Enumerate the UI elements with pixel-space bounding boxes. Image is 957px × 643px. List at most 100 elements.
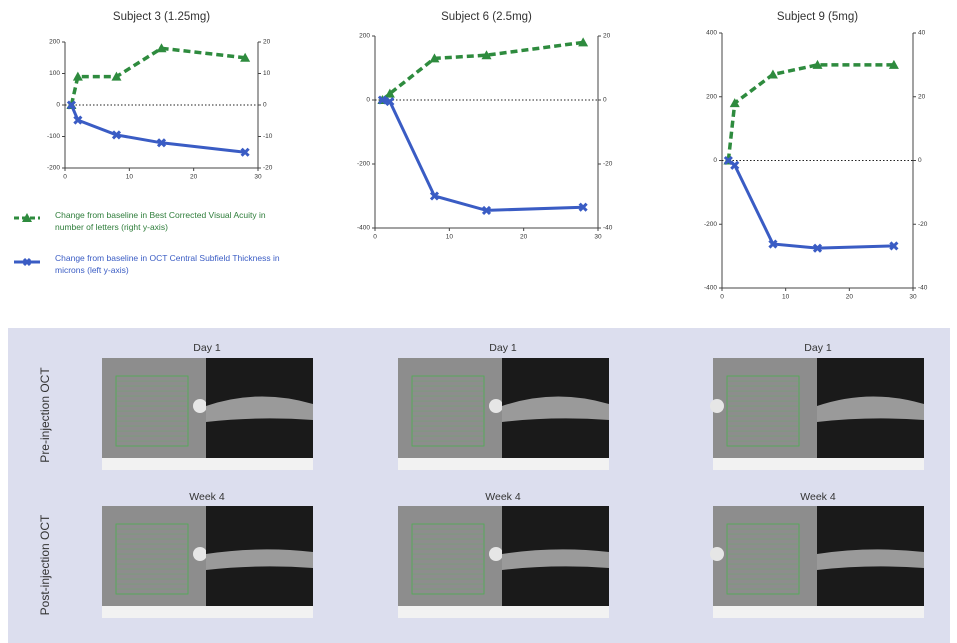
fundus-image <box>398 506 502 618</box>
y-tick-label: 100 <box>49 70 60 77</box>
data-point <box>812 59 823 69</box>
data-point <box>111 130 122 140</box>
data-point <box>156 138 167 148</box>
image-footer <box>102 606 313 618</box>
data-point <box>72 71 83 81</box>
retina-layer <box>502 396 609 422</box>
data-point <box>729 98 740 108</box>
y2-tick-label: -40 <box>918 285 928 292</box>
x-tick-label: 0 <box>720 294 724 301</box>
chart-title: Subject 9 (5mg) <box>777 11 858 23</box>
data-point <box>385 97 395 107</box>
y2-tick-label: 40 <box>918 30 926 37</box>
data-point <box>578 202 588 212</box>
y-tick-label: -200 <box>47 165 60 172</box>
data-point <box>240 147 250 157</box>
series-line <box>381 40 584 102</box>
y2-tick-label: 0 <box>918 157 922 164</box>
y-tick-label: 200 <box>706 93 717 100</box>
data-point <box>66 100 76 110</box>
image-caption: Week 4 <box>189 491 225 503</box>
optic-disc <box>710 547 724 561</box>
chart-title: Subject 6 (2.5mg) <box>441 11 532 23</box>
legend-label: Change from baseline in Best Corrected V… <box>55 210 266 232</box>
x-tick-label: 10 <box>446 234 454 241</box>
image-footer <box>398 606 609 618</box>
x-tick-label: 30 <box>594 234 602 241</box>
retina-layer <box>502 549 609 570</box>
y-tick-label: 0 <box>713 157 717 164</box>
legend-marker <box>22 213 32 222</box>
retina-layer <box>817 396 924 422</box>
image-caption: Day 1 <box>193 342 221 354</box>
series-line <box>69 46 246 106</box>
fundus-image <box>713 358 817 470</box>
image-footer <box>102 458 313 470</box>
legend-label: Change from baseline in OCT Central Subf… <box>55 253 280 275</box>
data-point <box>429 53 440 63</box>
data-point <box>730 160 740 170</box>
image-footer <box>713 458 924 470</box>
retina-layer <box>206 549 313 570</box>
data-point <box>767 69 778 79</box>
data-point <box>812 243 823 253</box>
row-label: Pre-injection OCT <box>38 367 52 463</box>
image-caption: Week 4 <box>800 491 836 503</box>
fundus-image <box>102 506 206 618</box>
x-tick-label: 30 <box>909 294 917 301</box>
fundus-image <box>398 358 502 470</box>
data-point <box>481 205 492 215</box>
optic-disc <box>193 547 207 561</box>
y2-tick-label: 20 <box>603 33 611 40</box>
data-point <box>73 115 83 125</box>
data-point <box>240 52 251 62</box>
y-tick-label: -400 <box>357 225 370 232</box>
x-tick-label: 0 <box>373 234 377 241</box>
y-tick-label: 200 <box>49 39 60 46</box>
optic-disc <box>710 399 724 413</box>
series-line <box>382 98 584 212</box>
image-footer <box>398 458 609 470</box>
chart-title: Subject 3 (1.25mg) <box>113 11 210 23</box>
retina-layer <box>206 396 313 422</box>
y2-tick-label: 20 <box>263 39 271 46</box>
x-tick-label: 20 <box>190 174 198 181</box>
series-line <box>726 63 894 161</box>
y-tick-label: 400 <box>706 30 717 37</box>
data-point <box>111 71 122 81</box>
x-tick-label: 20 <box>520 234 528 241</box>
data-point <box>429 191 440 201</box>
series-line <box>727 159 894 250</box>
data-point <box>156 43 167 53</box>
data-point <box>889 241 899 251</box>
y-tick-label: 200 <box>359 33 370 40</box>
y2-tick-label: -40 <box>603 225 613 232</box>
y2-tick-label: -20 <box>263 165 273 172</box>
y-tick-label: 0 <box>366 97 370 104</box>
y-tick-label: 0 <box>56 102 60 109</box>
optic-disc <box>193 399 207 413</box>
data-point <box>481 50 492 60</box>
x-tick-label: 20 <box>846 294 854 301</box>
x-tick-label: 10 <box>126 174 134 181</box>
row-label: Post-injection OCT <box>38 514 52 616</box>
image-caption: Week 4 <box>485 491 521 503</box>
data-point <box>384 88 395 98</box>
x-tick-label: 0 <box>63 174 67 181</box>
legend-marker <box>22 257 32 267</box>
y2-tick-label: 10 <box>263 70 271 77</box>
fundus-image <box>713 506 817 618</box>
fundus-image <box>102 358 206 470</box>
y2-tick-label: 0 <box>603 97 607 104</box>
data-point <box>888 59 899 69</box>
data-point <box>377 95 387 105</box>
y-tick-label: -100 <box>47 133 60 140</box>
image-caption: Day 1 <box>804 342 832 354</box>
data-point <box>578 37 589 47</box>
optic-disc <box>489 399 503 413</box>
y-tick-label: -400 <box>704 285 717 292</box>
optic-disc <box>489 547 503 561</box>
image-caption: Day 1 <box>489 342 517 354</box>
